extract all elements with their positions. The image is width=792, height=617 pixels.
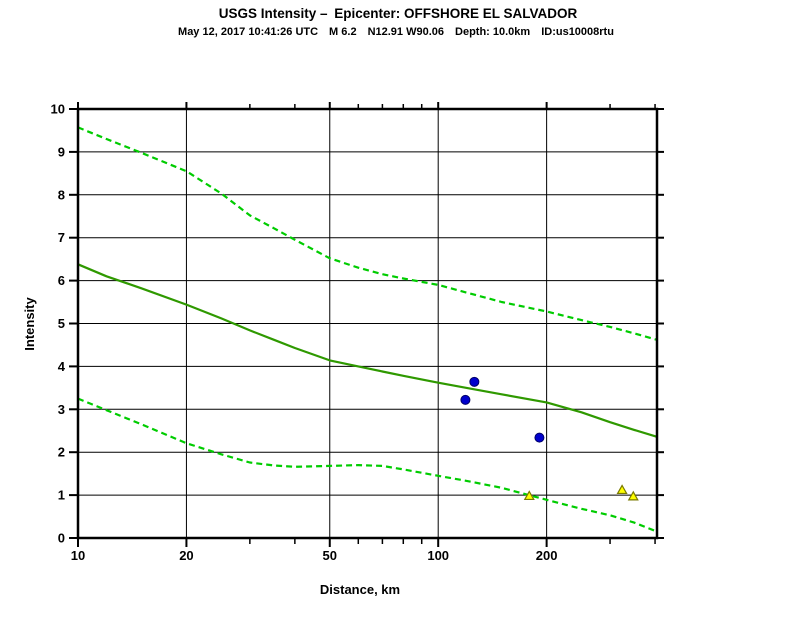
y-tick-label-5: 5 — [58, 316, 65, 331]
chart-title: USGS Intensity – Epicenter: OFFSHORE EL … — [219, 6, 578, 21]
observed-intensity-circle — [460, 394, 471, 405]
y-tick-label-8: 8 — [58, 187, 65, 202]
x-tick-label-50: 50 — [323, 548, 337, 563]
y-tick-label-10: 10 — [51, 102, 65, 117]
x-tick-label-20: 20 — [179, 548, 193, 563]
y-tick-label-4: 4 — [58, 359, 66, 374]
observed-intensity-circle — [534, 432, 545, 443]
felt-report-triangle — [616, 484, 628, 495]
felt-report-triangle — [523, 490, 535, 501]
x-tick-label-10: 10 — [71, 548, 85, 563]
observed-intensity-circle — [469, 376, 480, 387]
y-tick-label-6: 6 — [58, 273, 65, 288]
felt-report-triangle — [627, 490, 639, 501]
x-tick-label-100: 100 — [427, 548, 449, 563]
y-tick-label-9: 9 — [58, 144, 65, 159]
median-prediction-curve — [77, 263, 658, 438]
y-tick-label-3: 3 — [58, 402, 65, 417]
y-axis-label: Intensity — [22, 297, 37, 351]
y-tick-label-0: 0 — [58, 531, 65, 546]
y-tick-label-2: 2 — [58, 445, 65, 460]
x-tick-label-200: 200 — [536, 548, 558, 563]
plot-area: 10 20 50 100 200 0 1 2 3 4 5 6 7 8 9 10 — [51, 102, 664, 563]
plot-frame — [76, 107, 659, 540]
y-tick-label-7: 7 — [58, 230, 65, 245]
y-tick-label-1: 1 — [58, 488, 65, 503]
upper-bound-curve — [77, 126, 658, 341]
lower-bound-curve — [77, 397, 658, 533]
chart-subtitle: May 12, 2017 10:41:26 UTC M 6.2 N12.91 W… — [178, 26, 614, 38]
x-axis-label: Distance, km — [320, 582, 400, 597]
